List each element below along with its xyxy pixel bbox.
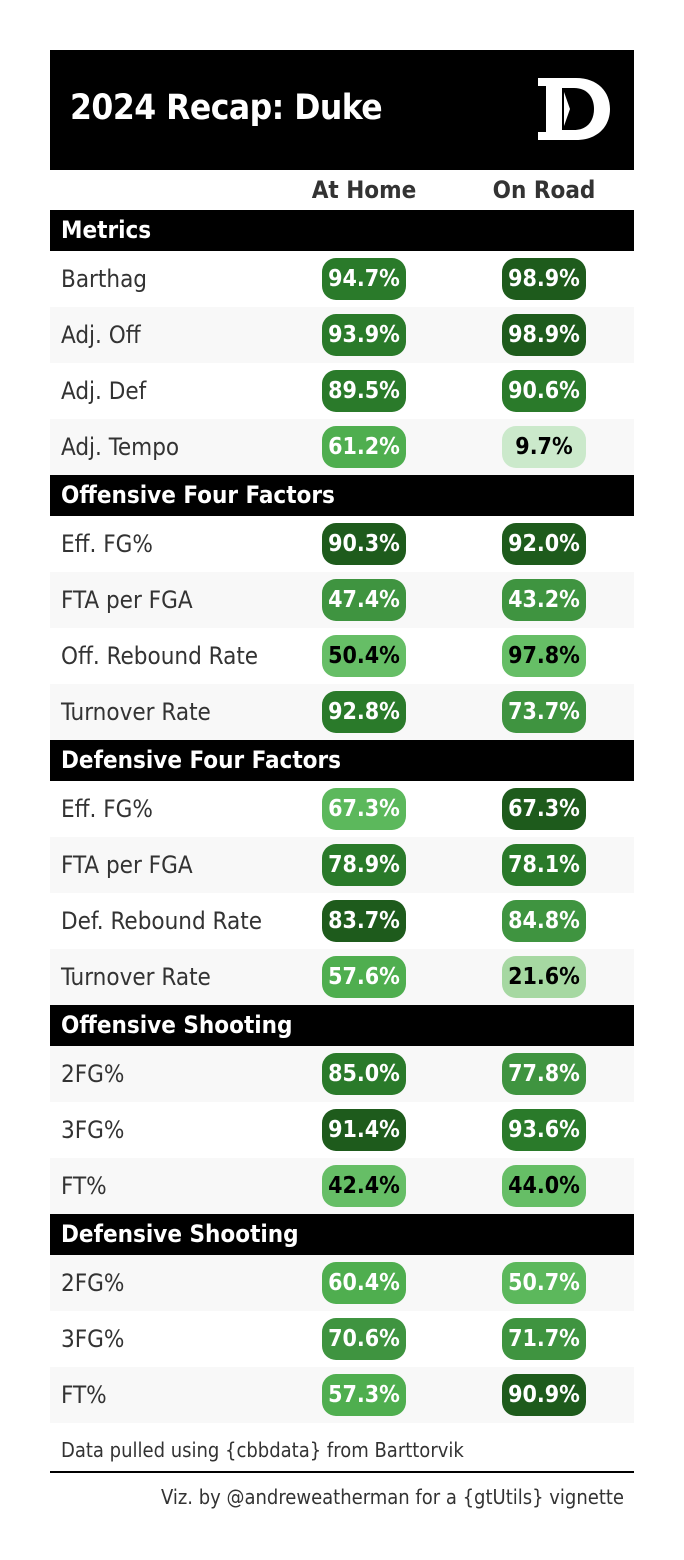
row-label: Barthag bbox=[61, 265, 148, 293]
table-row: Eff. FG% 67.3% 67.3% bbox=[50, 781, 634, 837]
value-pill-road: 73.7% bbox=[502, 691, 586, 733]
table-row: FT% 57.3% 90.9% bbox=[50, 1367, 634, 1423]
row-label: Off. Rebound Rate bbox=[61, 642, 259, 670]
value-pill-road: 77.8% bbox=[502, 1053, 586, 1095]
recap-table: 2024 Recap: Duke At Home On Road Metrics… bbox=[50, 50, 634, 1509]
row-label: Turnover Rate bbox=[61, 963, 211, 991]
table-body: Metrics Barthag 94.7% 98.9% Adj. Off 93.9% 98.… bbox=[50, 210, 634, 1423]
value-pill-home: 47.4% bbox=[322, 579, 406, 621]
table-row: Off. Rebound Rate 50.4% 97.8% bbox=[50, 628, 634, 684]
value-pill-road: 84.8% bbox=[502, 900, 586, 942]
table-row: 3FG% 70.6% 71.7% bbox=[50, 1311, 634, 1367]
table-row: Barthag 94.7% 98.9% bbox=[50, 251, 634, 307]
value-pill-road: 44.0% bbox=[502, 1165, 586, 1207]
section-header: Defensive Shooting bbox=[50, 1214, 634, 1255]
section-header: Defensive Four Factors bbox=[50, 740, 634, 781]
value-pill-road: 98.9% bbox=[502, 314, 586, 356]
value-pill-home: 92.8% bbox=[322, 691, 406, 733]
duke-d-logo-icon bbox=[538, 78, 610, 140]
value-pill-home: 78.9% bbox=[322, 844, 406, 886]
row-label: 2FG% bbox=[61, 1060, 125, 1088]
row-label: Turnover Rate bbox=[61, 698, 211, 726]
row-label: Def. Rebound Rate bbox=[61, 907, 262, 935]
row-label: FTA per FGA bbox=[61, 586, 193, 614]
table-row: FTA per FGA 78.9% 78.1% bbox=[50, 837, 634, 893]
row-label: Adj. Off bbox=[61, 321, 141, 349]
table-row: 2FG% 85.0% 77.8% bbox=[50, 1046, 634, 1102]
table-row: Adj. Off 93.9% 98.9% bbox=[50, 307, 634, 363]
value-pill-home: 50.4% bbox=[322, 635, 406, 677]
value-pill-home: 90.3% bbox=[322, 523, 406, 565]
row-label: 3FG% bbox=[61, 1325, 125, 1353]
table-row: 3FG% 91.4% 93.6% bbox=[50, 1102, 634, 1158]
row-label: FTA per FGA bbox=[61, 851, 193, 879]
section-header: Metrics bbox=[50, 210, 634, 251]
column-header-home: At Home bbox=[311, 176, 417, 204]
value-pill-road: 93.6% bbox=[502, 1109, 586, 1151]
column-headers: At Home On Road bbox=[50, 170, 634, 210]
value-pill-road: 43.2% bbox=[502, 579, 586, 621]
value-pill-home: 57.6% bbox=[322, 956, 406, 998]
value-pill-home: 89.5% bbox=[322, 370, 406, 412]
value-pill-road: 97.8% bbox=[502, 635, 586, 677]
value-pill-road: 50.7% bbox=[502, 1262, 586, 1304]
table-row: Adj. Def 89.5% 90.6% bbox=[50, 363, 634, 419]
table-row: Turnover Rate 57.6% 21.6% bbox=[50, 949, 634, 1005]
credit-note: Viz. by @andreweatherman for a {gtUtils}… bbox=[160, 1485, 624, 1509]
column-header-road: On Road bbox=[492, 176, 596, 204]
value-pill-road: 90.9% bbox=[502, 1374, 586, 1416]
row-label: Adj. Tempo bbox=[61, 433, 180, 461]
table-row: Turnover Rate 92.8% 73.7% bbox=[50, 684, 634, 740]
value-pill-home: 70.6% bbox=[322, 1318, 406, 1360]
row-label: Eff. FG% bbox=[61, 795, 153, 823]
table-row: Adj. Tempo 61.2% 9.7% bbox=[50, 419, 634, 475]
value-pill-home: 83.7% bbox=[322, 900, 406, 942]
value-pill-home: 91.4% bbox=[322, 1109, 406, 1151]
value-pill-road: 92.0% bbox=[502, 523, 586, 565]
table-row: Eff. FG% 90.3% 92.0% bbox=[50, 516, 634, 572]
row-label: FT% bbox=[61, 1381, 107, 1409]
table-row: Def. Rebound Rate 83.7% 84.8% bbox=[50, 893, 634, 949]
section-header: Offensive Four Factors bbox=[50, 475, 634, 516]
value-pill-road: 67.3% bbox=[502, 788, 586, 830]
value-pill-road: 71.7% bbox=[502, 1318, 586, 1360]
source-note: Data pulled using {cbbdata} from Barttor… bbox=[50, 1423, 634, 1473]
value-pill-home: 94.7% bbox=[322, 258, 406, 300]
value-pill-home: 67.3% bbox=[322, 788, 406, 830]
row-label: 3FG% bbox=[61, 1116, 125, 1144]
value-pill-road: 98.9% bbox=[502, 258, 586, 300]
row-label: Eff. FG% bbox=[61, 530, 153, 558]
row-label: FT% bbox=[61, 1172, 107, 1200]
table-row: FT% 42.4% 44.0% bbox=[50, 1158, 634, 1214]
table-row: FTA per FGA 47.4% 43.2% bbox=[50, 572, 634, 628]
table-row: 2FG% 60.4% 50.7% bbox=[50, 1255, 634, 1311]
value-pill-road: 78.1% bbox=[502, 844, 586, 886]
table-header: 2024 Recap: Duke bbox=[50, 50, 634, 170]
value-pill-home: 42.4% bbox=[322, 1165, 406, 1207]
value-pill-home: 61.2% bbox=[322, 426, 406, 468]
section-header: Offensive Shooting bbox=[50, 1005, 634, 1046]
value-pill-home: 85.0% bbox=[322, 1053, 406, 1095]
row-label: Adj. Def bbox=[61, 377, 147, 405]
value-pill-home: 93.9% bbox=[322, 314, 406, 356]
value-pill-road: 90.6% bbox=[502, 370, 586, 412]
page-title: 2024 Recap: Duke bbox=[70, 88, 383, 128]
value-pill-home: 57.3% bbox=[322, 1374, 406, 1416]
value-pill-road: 9.7% bbox=[502, 426, 586, 468]
value-pill-road: 21.6% bbox=[502, 956, 586, 998]
value-pill-home: 60.4% bbox=[322, 1262, 406, 1304]
row-label: 2FG% bbox=[61, 1269, 125, 1297]
